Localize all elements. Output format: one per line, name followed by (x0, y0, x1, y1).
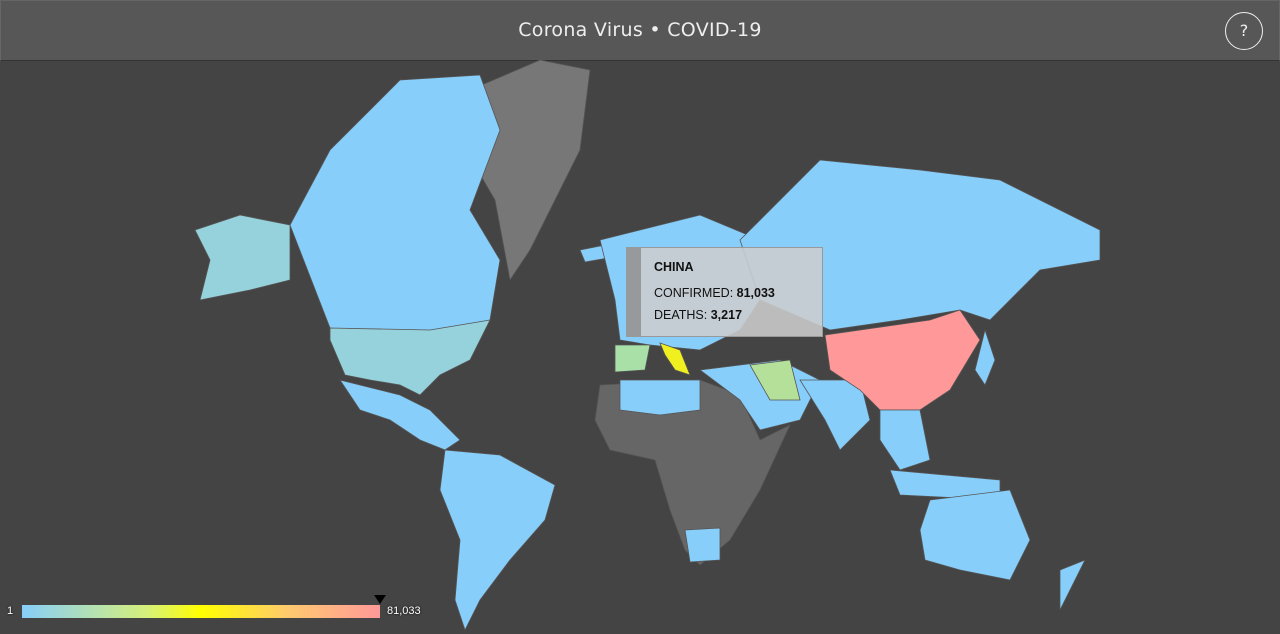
north-africa[interactable] (619, 379, 701, 416)
south-asia[interactable] (799, 379, 871, 451)
usa[interactable] (329, 319, 491, 396)
header: Corona Virus • COVID-19 ? (0, 0, 1280, 61)
confirmed-label: CONFIRMED: (654, 286, 734, 300)
tooltip-deaths: DEATHS: 3,217 (654, 308, 742, 322)
iran[interactable] (749, 359, 801, 401)
legend-max: 81,033 (387, 605, 421, 617)
russia[interactable] (739, 159, 1101, 331)
southeast-asia[interactable] (879, 409, 931, 471)
confirmed-value: 81,033 (736, 286, 775, 300)
japan[interactable] (974, 328, 996, 386)
deaths-label: DEATHS: (654, 308, 708, 322)
alaska[interactable] (194, 214, 291, 301)
deaths-value: 3,217 (710, 308, 743, 322)
world-map (194, 60, 1101, 632)
china[interactable] (824, 309, 981, 411)
new-zealand[interactable] (1059, 559, 1086, 611)
legend-min: 1 (7, 605, 14, 617)
canada[interactable] (289, 74, 501, 351)
legend-gradient (22, 605, 380, 618)
south-america[interactable] (439, 449, 556, 632)
spain[interactable] (614, 344, 651, 373)
help-button[interactable]: ? (1225, 12, 1263, 50)
australia[interactable] (919, 489, 1031, 581)
italy[interactable] (659, 342, 691, 376)
legend-marker (374, 595, 386, 604)
tooltip-strip (627, 248, 641, 336)
south-africa[interactable] (684, 527, 721, 563)
tooltip-country: CHINA (654, 260, 694, 274)
tooltip-confirmed: CONFIRMED: 81,033 (654, 286, 775, 300)
title: Corona Virus • COVID-19 (518, 19, 762, 41)
tooltip: CHINA CONFIRMED: 81,033 DEATHS: 3,217 (626, 247, 823, 337)
mexico[interactable] (339, 379, 461, 451)
